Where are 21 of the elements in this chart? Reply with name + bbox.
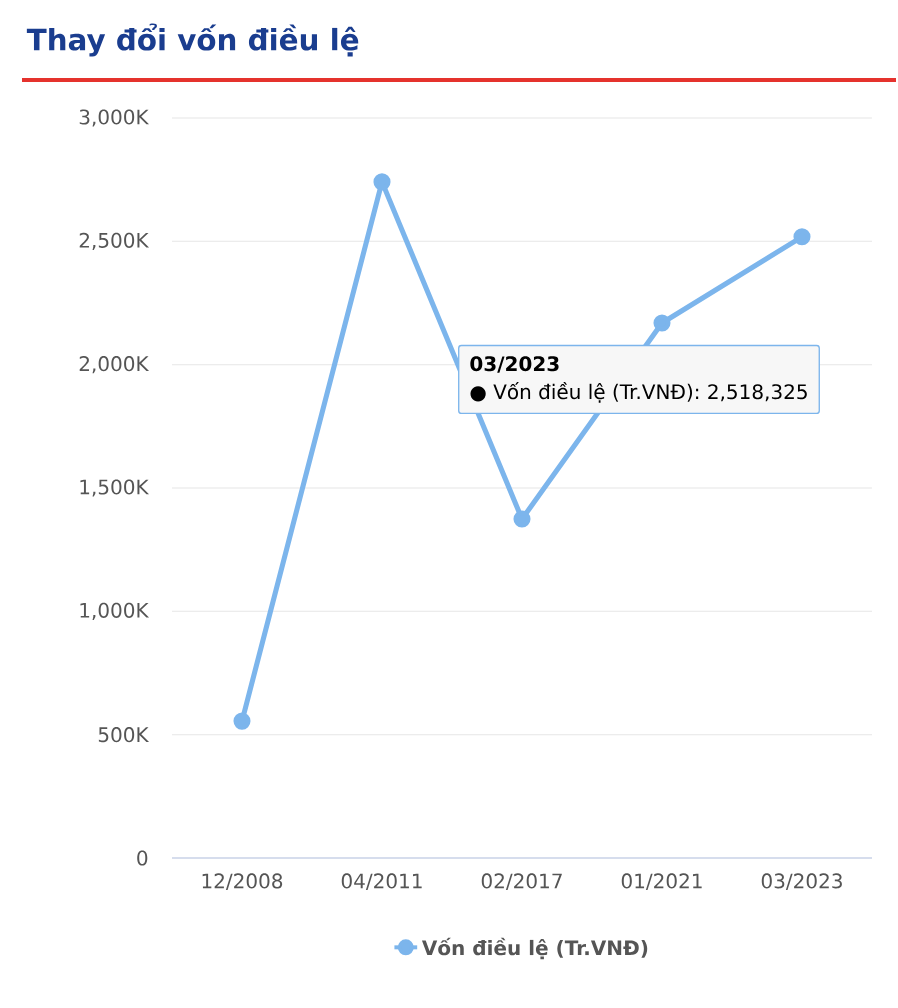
x-tick-label: 01/2021 [621,873,702,891]
x-tick-label: 04/2011 [341,873,422,891]
point [653,314,671,332]
y-tick-label: 2,000K [79,356,150,374]
y-tick-label: 1,000K [80,602,150,620]
y-tick-label: 500K [98,727,150,743]
y-tick-label: 2,500K [79,232,150,250]
chart-title: Thay đổi vốn điều lệ [26,23,359,57]
x-tick-label: 12/2008 [202,873,283,891]
y-tick-label: 1,500K [80,479,150,497]
point [793,228,811,246]
x-tick-label: 02/2017 [481,873,562,891]
point [233,712,251,730]
y-tick-label: 3,000K [79,109,150,127]
legend-label: Vốn điều lệ (Tr.VNĐ) [421,937,648,960]
x-tick-label: 03/2023 [761,873,842,891]
annotation: 03/2023 [470,356,559,373]
annotation: ● Vốn điều lệ (Tr.VNĐ): 2,518,325 [470,382,807,403]
y-tick-label: 0 [137,850,148,866]
point [373,173,391,191]
point [513,510,531,528]
